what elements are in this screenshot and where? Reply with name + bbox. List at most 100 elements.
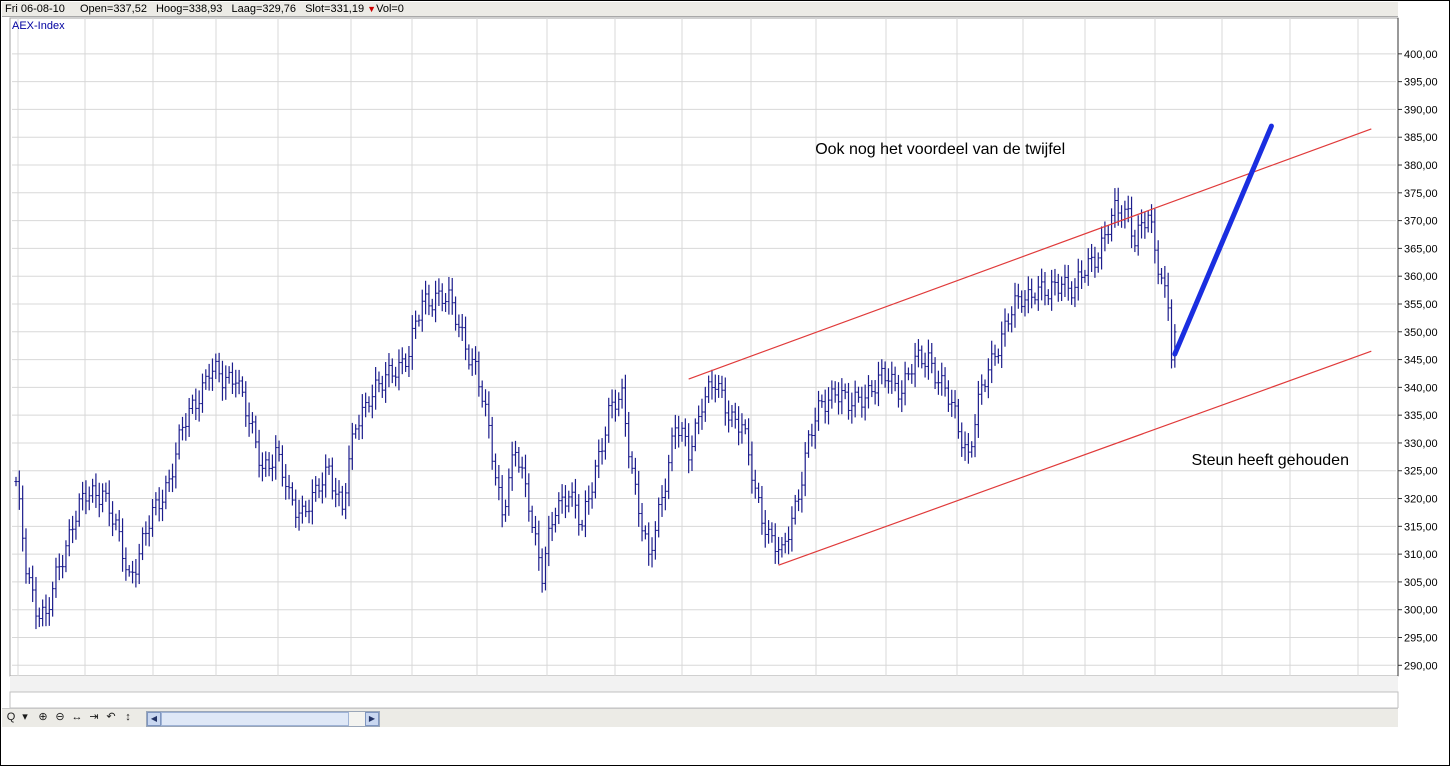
fit-width-icon[interactable]: ↔ (71, 711, 83, 723)
price-bar (923, 352, 927, 378)
price-bar (846, 382, 851, 420)
price-bar (773, 523, 777, 564)
price-bar (793, 494, 797, 525)
price-bar (420, 289, 424, 332)
y-tick-label: 320,00 (1404, 494, 1438, 506)
price-bar (790, 506, 794, 552)
price-bar (597, 439, 601, 479)
trend-channel (688, 128, 1372, 566)
price-bar (1060, 276, 1064, 302)
price-bar (370, 384, 374, 419)
price-bar (1113, 188, 1117, 228)
price-bar (916, 339, 921, 368)
price-bar (653, 521, 657, 560)
price-bar (940, 362, 944, 396)
price-bar (750, 441, 754, 494)
price-bar (617, 392, 621, 417)
price-bar (197, 390, 201, 422)
price-bar (893, 366, 897, 392)
price-chart[interactable]: 290,00 295,00 300,00 305,00 310,00 315,00 320,… (0, 0, 1450, 708)
zoom-in-icon[interactable]: ⊕ (38, 711, 48, 723)
price-bar (610, 389, 614, 419)
price-bar (140, 527, 145, 561)
price-bar (1173, 324, 1177, 368)
annotation-text: Ook nog het voordeel van de twijfel (815, 141, 1065, 158)
y-tick-label: 340,00 (1404, 382, 1438, 394)
price-bar (237, 369, 241, 395)
y-tick-label: 300,00 (1404, 605, 1438, 617)
price-bar (1109, 208, 1114, 242)
price-bar (783, 532, 787, 554)
price-bar (693, 418, 697, 452)
chart-title: AEX-Index (12, 20, 65, 32)
price-bar (670, 427, 674, 472)
vertical-scale-icon[interactable]: ↕ (125, 711, 131, 723)
price-bar (87, 486, 91, 511)
price-bar (240, 376, 245, 397)
price-bar (760, 485, 764, 535)
info-low: Laag=329,76 (231, 3, 297, 15)
scroll-right-button[interactable]: ▶ (365, 712, 379, 726)
price-bar (31, 565, 35, 603)
price-bar (953, 390, 957, 419)
price-bar (723, 377, 727, 426)
price-bar (570, 482, 574, 507)
price-bar (990, 340, 994, 384)
price-bar (1089, 243, 1094, 273)
zoom-icon[interactable]: Q (6, 711, 16, 723)
price-bar (563, 485, 568, 519)
price-bar (423, 280, 428, 315)
price-bar (344, 483, 348, 520)
price-bar (1003, 308, 1007, 347)
price-bar (1146, 210, 1150, 233)
price-bar (1136, 215, 1140, 256)
price-bar (510, 441, 514, 491)
chevron-down-icon[interactable]: ▾ (22, 711, 28, 723)
scroll-left-button[interactable]: ◀ (147, 712, 161, 726)
price-bar (710, 369, 714, 400)
price-bar (1006, 313, 1010, 332)
reset-icon[interactable]: ↶ (106, 711, 116, 723)
y-tick-label: 395,00 (1404, 77, 1438, 89)
price-bar (164, 475, 168, 510)
price-bar (550, 511, 554, 542)
price-bar (637, 470, 641, 527)
price-bar (943, 367, 947, 397)
price-bar (737, 406, 741, 446)
price-bar (217, 352, 221, 383)
price-bar (553, 507, 558, 533)
price-bar (547, 515, 551, 567)
horizontal-scrollbar[interactable]: ◀ ▶ (146, 711, 380, 727)
price-bar (407, 346, 411, 377)
price-bar (157, 487, 161, 522)
price-bar (733, 402, 737, 429)
price-bar (410, 315, 414, 370)
price-bar (267, 452, 271, 477)
zoom-out-icon[interactable]: ⊖ (55, 711, 65, 723)
price-bar (517, 446, 521, 473)
price-bar (933, 357, 937, 390)
price-bar (357, 414, 361, 441)
price-bar (453, 296, 458, 331)
scroll-thumb[interactable] (161, 712, 349, 726)
price-bar (1020, 290, 1024, 313)
go-to-end-icon[interactable]: ⇥ (89, 711, 99, 723)
y-tick-label: 305,00 (1404, 577, 1438, 589)
price-bar (34, 576, 38, 630)
price-bar (264, 451, 268, 477)
price-bar (870, 380, 874, 398)
price-bar (124, 547, 128, 581)
price-bar (117, 510, 121, 542)
price-bar (307, 499, 311, 524)
price-bar (1086, 248, 1090, 286)
price-bar (130, 560, 135, 584)
info-high: Hoog=338,93 (156, 3, 223, 15)
price-bar (220, 360, 225, 401)
price-bar (753, 469, 757, 499)
y-tick-label: 290,00 (1404, 660, 1438, 672)
price-bar (756, 482, 761, 504)
price-bar (334, 477, 338, 508)
price-bar (627, 411, 631, 469)
price-bar (697, 405, 701, 435)
price-bar (1156, 240, 1160, 285)
